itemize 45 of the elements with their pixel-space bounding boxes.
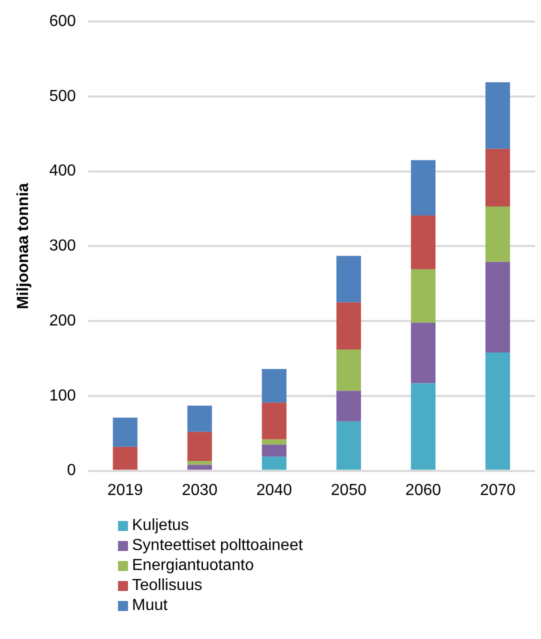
bar — [112, 446, 138, 470]
bar — [336, 350, 361, 391]
bar — [485, 206, 510, 262]
x-tick-label: 2070 — [480, 482, 516, 499]
bar — [410, 160, 436, 216]
x-tick-label: 2030 — [182, 482, 218, 499]
bar — [262, 456, 286, 470]
x-tick-label: 2040 — [256, 482, 292, 499]
bar — [187, 432, 212, 462]
bar — [262, 368, 286, 403]
y-tick-label: 600 — [49, 13, 76, 30]
bar — [485, 82, 510, 149]
bar — [187, 464, 212, 470]
bar — [485, 148, 510, 207]
bar — [187, 406, 212, 432]
bar — [262, 444, 286, 457]
bar — [336, 256, 361, 302]
y-tick-label: 100 — [49, 387, 76, 404]
x-tick-label: 2050 — [330, 482, 367, 499]
y-tick-label: 500 — [49, 88, 76, 105]
legend-label: Energiantuotanto — [132, 557, 254, 575]
bar — [485, 352, 510, 470]
y-tick-label: 0 — [66, 462, 76, 480]
bar — [410, 383, 436, 470]
x-tick-label: 2060 — [405, 482, 442, 499]
bar — [410, 216, 436, 270]
x-tick-label: 2019 — [107, 482, 144, 499]
bar — [485, 262, 510, 353]
bar — [262, 439, 286, 445]
bar — [410, 269, 436, 323]
bar — [187, 461, 212, 465]
y-tick-label: 200 — [49, 312, 76, 330]
bar — [336, 302, 361, 350]
bar — [336, 421, 361, 470]
legend-label: Muut — [132, 597, 168, 615]
legend-label: Synteettiset polttoaineet — [132, 537, 303, 555]
y-tick-label: 300 — [49, 238, 76, 255]
bar — [336, 390, 361, 422]
y-tick-label: 400 — [49, 162, 76, 180]
bar — [112, 418, 138, 447]
legend-label: Teollisuus — [132, 577, 202, 595]
bar — [410, 322, 436, 384]
y-axis-title: Miljoonaa tonnia — [15, 182, 32, 310]
bar — [262, 402, 286, 440]
legend-label: Kuljetus — [132, 517, 189, 535]
